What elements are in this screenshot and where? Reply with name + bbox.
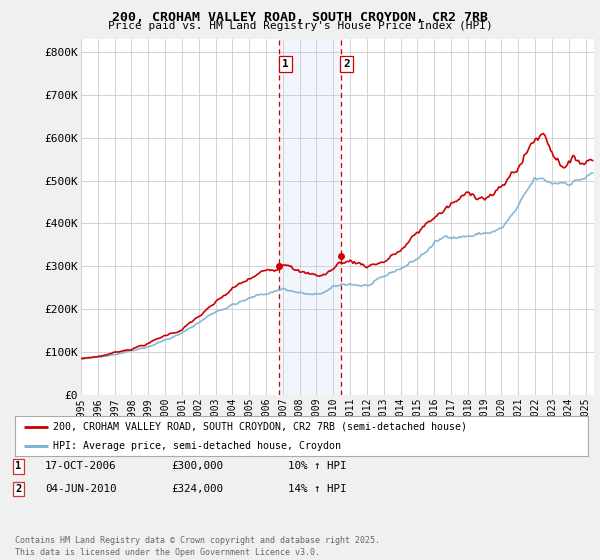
Text: Contains HM Land Registry data © Crown copyright and database right 2025.
This d: Contains HM Land Registry data © Crown c…	[15, 536, 380, 557]
Text: 04-JUN-2010: 04-JUN-2010	[45, 484, 116, 494]
Bar	[280, 39, 341, 395]
Text: £324,000: £324,000	[171, 484, 223, 494]
Text: 200, CROHAM VALLEY ROAD, SOUTH CROYDON, CR2 7RB (semi-detached house): 200, CROHAM VALLEY ROAD, SOUTH CROYDON, …	[53, 422, 467, 432]
Text: £300,000: £300,000	[171, 461, 223, 472]
Text: 2: 2	[343, 59, 350, 69]
Text: 17-OCT-2006: 17-OCT-2006	[45, 461, 116, 472]
Text: 2: 2	[15, 484, 21, 494]
Text: HPI: Average price, semi-detached house, Croydon: HPI: Average price, semi-detached house,…	[53, 441, 341, 451]
Text: 1: 1	[282, 59, 289, 69]
Text: 14% ↑ HPI: 14% ↑ HPI	[288, 484, 347, 494]
Text: 10% ↑ HPI: 10% ↑ HPI	[288, 461, 347, 472]
Text: Price paid vs. HM Land Registry's House Price Index (HPI): Price paid vs. HM Land Registry's House …	[107, 21, 493, 31]
Text: 1: 1	[15, 461, 21, 472]
Text: 200, CROHAM VALLEY ROAD, SOUTH CROYDON, CR2 7RB: 200, CROHAM VALLEY ROAD, SOUTH CROYDON, …	[112, 11, 488, 24]
